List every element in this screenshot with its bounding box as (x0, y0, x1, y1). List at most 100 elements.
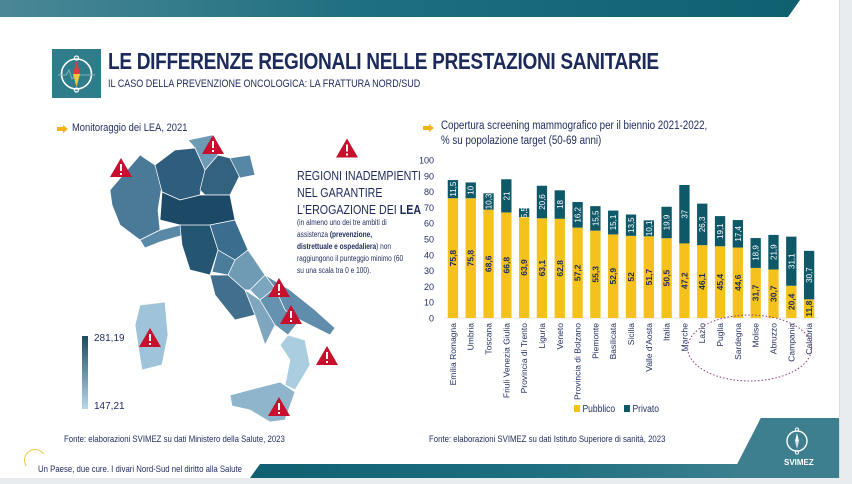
y-tick-label: 40 (424, 250, 434, 260)
x-tick-label: Provincia di Trento (519, 323, 529, 394)
bar-pubblico (608, 234, 619, 318)
lea-note-line-2: assistenza (prevenzione, (297, 229, 395, 241)
bar-privato (768, 234, 779, 270)
bar-pubblico (803, 299, 815, 318)
data-label-privato: 26,3 (698, 216, 707, 232)
svimez-brand: SVIMEZ (784, 458, 814, 467)
bar-privato (518, 208, 530, 218)
bar-privato (625, 214, 637, 236)
data-label-privato: 19,9 (663, 214, 672, 230)
x-tick-label: Piemonte (590, 323, 600, 359)
x-tick-label: Friuli Venezia Giulia (501, 323, 511, 398)
region-veneto (199, 154, 241, 196)
bar-privato (732, 220, 744, 248)
lea-heading-line-1: REGIONI INADEMPIENTI (297, 168, 421, 183)
lea-note-line-3: distrettuale e ospedaliera) non (297, 241, 395, 253)
bar-pubblico (768, 269, 779, 318)
data-label-privato: 16,2 (574, 206, 583, 222)
bar-pubblico (750, 267, 761, 318)
lea-note-bold: (prevenzione, (329, 230, 373, 239)
x-tick-label: Sardegna (733, 323, 743, 360)
bar-pubblico (447, 198, 459, 318)
data-label-privato: 5,5 (520, 207, 529, 219)
bar-privato (750, 238, 761, 268)
bar-privato (590, 206, 601, 231)
bar-privato (714, 216, 726, 247)
chart-title-line-1: Copertura screening mammografico per il … (441, 120, 708, 132)
bar-privato (572, 202, 583, 228)
bar-privato (608, 210, 619, 235)
bar-privato (554, 190, 565, 219)
data-label-privato: 20,6 (538, 194, 547, 210)
bar-privato (643, 220, 654, 237)
data-label-privato: 30,7 (805, 267, 814, 283)
y-tick-label: 100 (420, 156, 434, 166)
y-tick-label: 70 (424, 203, 434, 213)
data-label-pubblico: 62,8 (555, 260, 565, 277)
bar-pubblico (483, 209, 494, 318)
lea-heading-line-2: NEL GARANTIRE (297, 185, 383, 200)
y-tick-label: 80 (424, 187, 434, 197)
region-friuli (229, 154, 256, 179)
logo-icon (52, 49, 101, 98)
bar-pubblico (572, 227, 583, 318)
x-tick-label: Valle d'Aosta (644, 323, 654, 372)
lea-note-text: assistenza (297, 230, 330, 239)
data-label-privato: 10 (467, 185, 476, 194)
data-label-privato: 21,9 (769, 244, 778, 260)
x-tick-label: Liguria (537, 323, 547, 349)
page-subtitle: IL CASO DELLA PREVENZIONE ONCOLOGICA: LA… (108, 78, 421, 90)
bar-privato (803, 250, 815, 300)
warning-icon-campania (280, 305, 302, 324)
bar-privato (483, 193, 494, 210)
y-tick-label: 20 (424, 282, 434, 292)
warning-icon-valle-daosta (110, 158, 132, 177)
stacked-bar-chart: 0 10 20 30 40 50 60 70 80 90 100 75,8 11,5 Emilia Rom… (420, 156, 818, 400)
y-tick-label: 30 (424, 266, 434, 276)
lea-note: (in almeno uno dei tre ambiti di assiste… (297, 217, 403, 277)
data-label-pubblico: 52 (626, 272, 636, 282)
warning-icon-molise (268, 278, 290, 297)
chart-title: Copertura screening mammografico per il … (441, 119, 707, 149)
lea-note-line-1: (in almeno uno dei tre ambiti di (297, 218, 387, 227)
map-source: Fonte: elaborazioni SVIMEZ su dati Minis… (64, 434, 285, 445)
data-label-privato: 31,1 (787, 253, 796, 269)
data-label-pubblico: 47,2 (679, 272, 689, 289)
data-label-pubblico: 57,2 (573, 264, 583, 281)
italy-map (109, 134, 336, 423)
bar-pubblico (661, 238, 672, 318)
data-label-privato: 19,1 (716, 223, 725, 239)
region-campania (244, 289, 276, 346)
legend-pubblico: Pubblico (574, 404, 615, 415)
data-label-pubblico: 52,9 (608, 268, 618, 285)
x-tick-label: Veneto (555, 323, 565, 350)
data-label-pubblico: 30,7 (768, 285, 778, 302)
y-tick-label: 10 (424, 298, 434, 308)
data-label-pubblico: 50,5 (662, 270, 672, 287)
bar-privato (447, 180, 459, 199)
x-tick-label: Umbria (466, 323, 476, 351)
bar-pubblico (590, 230, 601, 318)
data-label-pubblico: 46,1 (697, 273, 707, 290)
data-label-privato: 21 (502, 191, 511, 200)
legend-privato: Privato (624, 404, 659, 415)
lea-note-bold-2: distrettuale e ospedaliera (297, 242, 377, 251)
region-calabria (279, 334, 311, 391)
lea-note-text-2: ) non (376, 242, 392, 251)
bar-pubblico (643, 236, 654, 318)
bar-privato (786, 236, 797, 286)
data-label-pubblico: 45,4 (715, 274, 725, 291)
data-label-pubblico: 44,6 (733, 274, 743, 291)
x-tick-label: Marche (679, 323, 689, 352)
x-tick-label: Abruzzo (768, 323, 778, 354)
page-title: LE DIFFERENZE REGIONALI NELLE PRESTAZION… (108, 48, 659, 74)
bar-pubblico (786, 285, 797, 318)
lea-warning-heading: REGIONI INADEMPIENTI NEL GARANTIRE L'ERO… (297, 167, 421, 218)
x-tick-label: Toscana (484, 323, 494, 355)
bar-pubblico (625, 235, 637, 318)
bar-privato (697, 203, 708, 246)
bar-privato (661, 206, 672, 239)
data-label-pubblico: 63,9 (519, 259, 529, 276)
x-tick-label: Sicilia (626, 323, 636, 345)
data-label-privato: 13,5 (627, 217, 636, 233)
